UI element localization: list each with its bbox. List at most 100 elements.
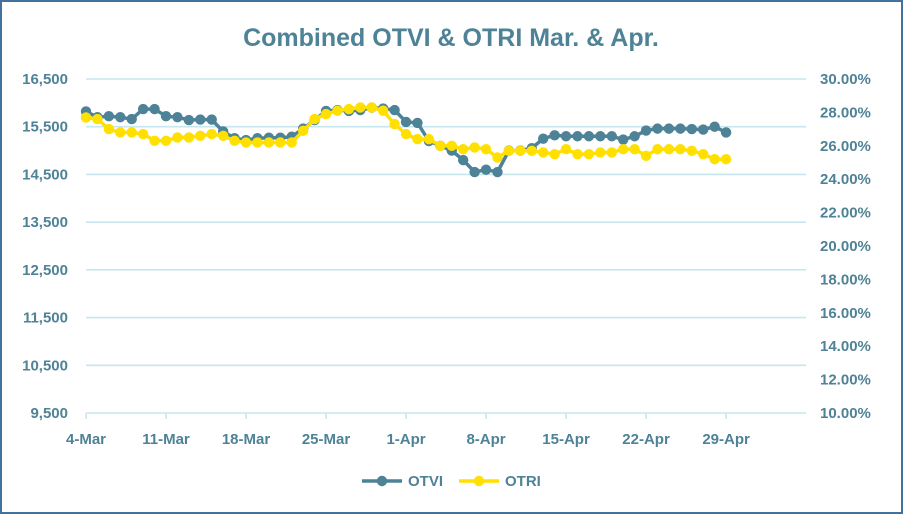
- otri-point: [606, 147, 617, 158]
- otvi-point: [652, 123, 663, 134]
- otri-point: [675, 143, 686, 155]
- otri-series: [80, 102, 732, 165]
- otri-point: [572, 148, 583, 160]
- otri-point: [229, 135, 240, 146]
- otvi-point: [149, 103, 160, 115]
- left-tick-label: 13,500: [22, 214, 68, 231]
- otvi-point: [572, 131, 583, 142]
- otvi-point: [412, 117, 423, 129]
- otri-point: [663, 143, 675, 155]
- otri-point: [92, 113, 103, 125]
- right-axis-ticks: 10.00% 12.00% 14.00% 16.00% 18.00% 20.00% 22.0…: [820, 71, 871, 422]
- x-tick-label: 22-Apr: [622, 431, 670, 448]
- otri-point: [332, 105, 343, 116]
- right-tick-label: 20.00%: [820, 238, 871, 255]
- otvi-point: [195, 114, 206, 125]
- chart-title: Combined OTVI & OTRI Mar. & Apr.: [243, 24, 659, 52]
- otri-point: [275, 137, 286, 148]
- otri-point: [206, 128, 217, 140]
- otri-point: [389, 118, 400, 130]
- left-tick-label: 11,500: [23, 310, 68, 327]
- otri-point: [515, 145, 526, 157]
- left-tick-label: 14,500: [22, 166, 68, 183]
- otri-point: [412, 133, 423, 145]
- right-tick-label: 26.00%: [820, 138, 871, 155]
- x-tick-label: 15-Apr: [542, 431, 590, 448]
- otri-point: [457, 143, 469, 155]
- otvi-point: [126, 113, 137, 125]
- otri-point: [549, 148, 560, 160]
- x-tick-label: 18-Mar: [222, 431, 271, 448]
- otvi-point: [389, 104, 400, 116]
- otvi-point: [137, 103, 149, 115]
- otvi-point: [663, 123, 675, 134]
- right-tick-label: 10.00%: [820, 405, 871, 422]
- otri-point: [640, 150, 652, 162]
- otvi-point: [457, 154, 469, 166]
- otvi-point: [629, 131, 640, 142]
- otvi-point: [720, 127, 732, 138]
- otvi-point: [103, 111, 115, 122]
- otvi-point: [698, 124, 709, 135]
- otri-point: [480, 143, 492, 155]
- otri-point: [526, 145, 537, 157]
- otri-point: [195, 130, 206, 141]
- otri-point: [366, 102, 377, 113]
- x-tick-label: 25-Mar: [302, 431, 351, 448]
- otvi-point: [709, 121, 720, 132]
- right-tick-label: 28.00%: [820, 104, 871, 121]
- legend-marker-otvi: [376, 475, 388, 487]
- otvi-point: [538, 133, 549, 144]
- otri-point: [309, 113, 320, 125]
- otvi-point: [160, 111, 172, 122]
- otri-point: [446, 140, 457, 151]
- left-tick-label: 10,500: [22, 357, 68, 374]
- otri-point: [149, 135, 160, 146]
- otri-point: [80, 112, 92, 123]
- otri-point: [560, 143, 572, 155]
- otri-point: [618, 143, 629, 155]
- otvi-point: [183, 114, 195, 126]
- otri-point: [435, 140, 446, 151]
- left-tick-label: 12,500: [22, 262, 68, 279]
- otri-point: [320, 108, 332, 120]
- left-axis-ticks: 9,500 10,500 11,500 12,500 13,500 14,500 15,50…: [22, 71, 68, 422]
- otri-point: [137, 128, 149, 140]
- right-tick-label: 12.00%: [820, 372, 871, 389]
- legend-label-otri: OTRI: [505, 473, 541, 490]
- otri-point: [160, 135, 172, 146]
- otri-point: [126, 127, 137, 138]
- x-tick-label: 29-Apr: [702, 431, 750, 448]
- otri-point: [423, 133, 435, 145]
- otri-point: [286, 137, 297, 148]
- otri-point: [217, 130, 229, 141]
- legend-item-otvi[interactable]: OTVI: [362, 473, 443, 490]
- right-tick-label: 18.00%: [820, 271, 871, 288]
- otri-point: [183, 132, 195, 143]
- otri-point: [652, 143, 663, 155]
- otri-point: [698, 148, 709, 160]
- otri-point: [400, 128, 412, 140]
- right-tick-label: 30.00%: [820, 71, 871, 88]
- series: [80, 102, 732, 178]
- otvi-point: [206, 114, 217, 125]
- left-tick-label: 16,500: [22, 71, 68, 88]
- otvi-point: [560, 131, 572, 142]
- legend[interactable]: OTVI OTRI: [362, 473, 541, 490]
- otvi-point: [583, 131, 595, 142]
- otri-point: [538, 147, 549, 158]
- x-tick-label: 4-Mar: [66, 431, 106, 448]
- right-tick-label: 16.00%: [820, 305, 871, 322]
- otri-point: [629, 143, 640, 155]
- otri-point: [686, 145, 697, 157]
- otri-point: [115, 127, 126, 138]
- legend-item-otri[interactable]: OTRI: [459, 473, 541, 490]
- otvi-point: [606, 131, 617, 142]
- otri-point: [297, 125, 309, 136]
- otvi-point: [172, 111, 183, 123]
- otvi-point: [686, 123, 697, 135]
- otvi-point: [595, 131, 606, 142]
- legend-label-otvi: OTVI: [408, 473, 443, 490]
